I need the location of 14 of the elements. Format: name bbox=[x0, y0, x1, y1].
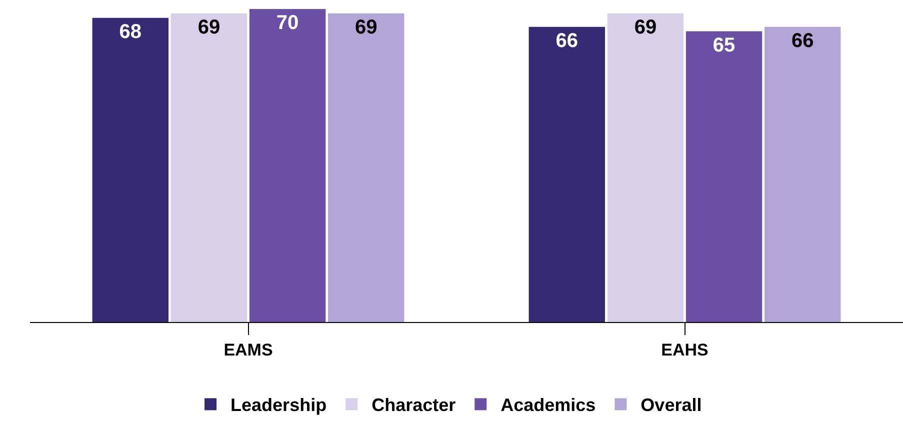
data-label: 66 bbox=[791, 30, 814, 52]
x-tick-label: EAMS bbox=[224, 340, 273, 360]
data-label: 66 bbox=[556, 30, 578, 52]
data-label: 68 bbox=[119, 20, 142, 43]
x-tick-label: EAHS bbox=[661, 340, 708, 360]
data-label: 69 bbox=[634, 16, 657, 38]
data-label: 69 bbox=[354, 16, 378, 38]
legend-label: Overall bbox=[640, 395, 702, 416]
data-label: 69 bbox=[198, 16, 220, 38]
legend-label: Leadership bbox=[230, 395, 327, 416]
legend-label: Character bbox=[372, 395, 456, 416]
data-label: 70 bbox=[276, 12, 299, 34]
data-label: 65 bbox=[712, 34, 736, 56]
legend-label: Academics bbox=[500, 395, 596, 416]
